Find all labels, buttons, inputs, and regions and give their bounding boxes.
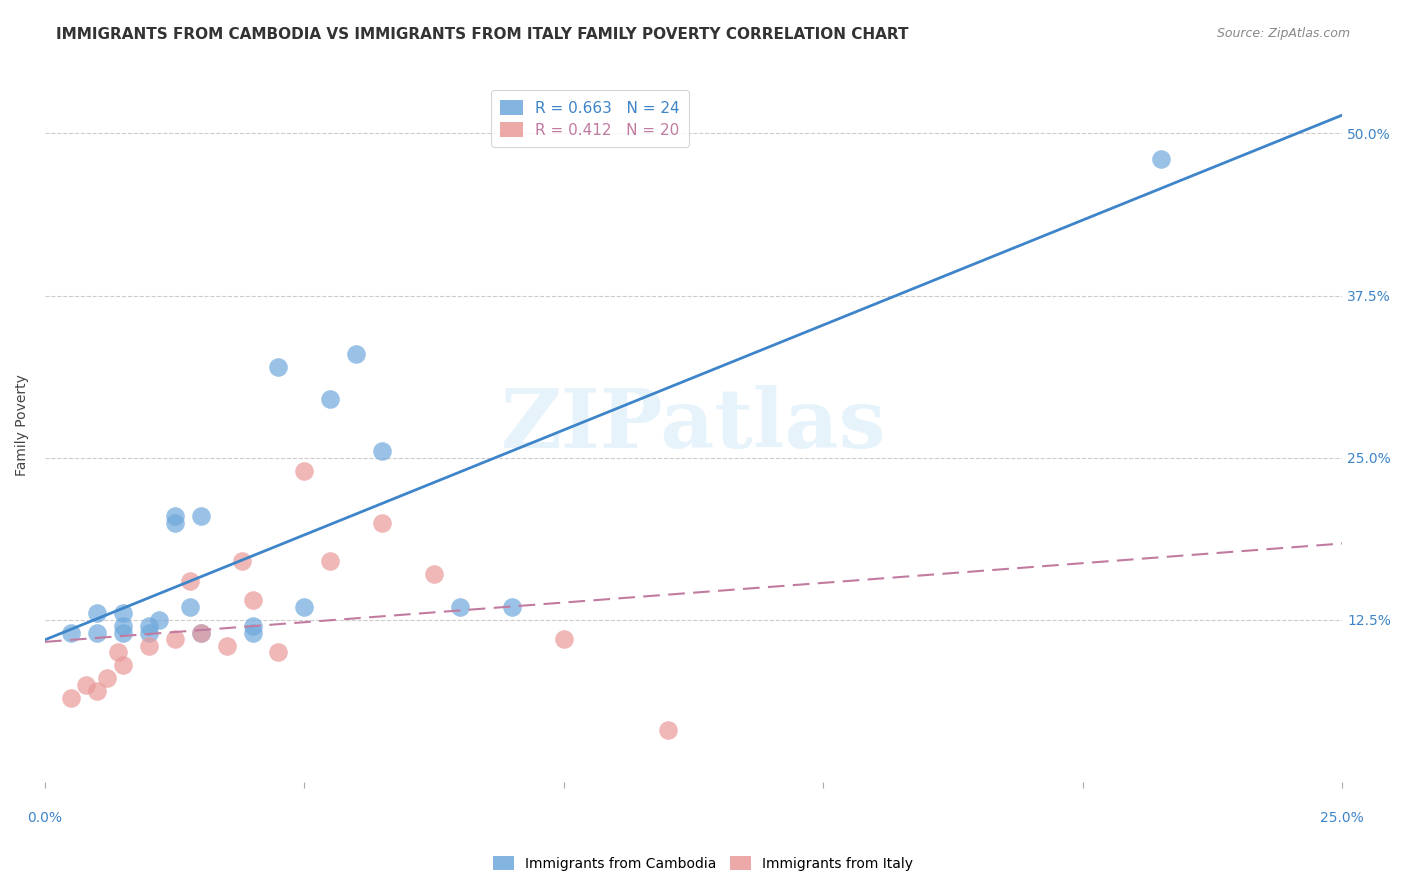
Point xyxy=(190,509,212,524)
Point xyxy=(1149,153,1171,167)
Point xyxy=(148,613,170,627)
Point xyxy=(319,554,342,568)
Point xyxy=(657,723,679,738)
Point xyxy=(111,619,134,633)
Point xyxy=(86,625,108,640)
Point xyxy=(215,639,238,653)
Point xyxy=(501,599,523,614)
Point xyxy=(242,593,264,607)
Point xyxy=(267,359,290,374)
Point xyxy=(163,516,186,530)
Point xyxy=(59,690,82,705)
Point xyxy=(59,625,82,640)
Legend: Immigrants from Cambodia, Immigrants from Italy: Immigrants from Cambodia, Immigrants fro… xyxy=(488,850,918,876)
Point xyxy=(76,678,98,692)
Point xyxy=(267,645,290,659)
Point xyxy=(96,671,118,685)
Point xyxy=(138,619,160,633)
Point xyxy=(163,632,186,647)
Text: Source: ZipAtlas.com: Source: ZipAtlas.com xyxy=(1216,27,1350,40)
Point xyxy=(86,684,108,698)
Point xyxy=(294,599,316,614)
Text: IMMIGRANTS FROM CAMBODIA VS IMMIGRANTS FROM ITALY FAMILY POVERTY CORRELATION CHA: IMMIGRANTS FROM CAMBODIA VS IMMIGRANTS F… xyxy=(56,27,908,42)
Point xyxy=(242,619,264,633)
Point xyxy=(294,464,316,478)
Point xyxy=(319,392,342,407)
Point xyxy=(423,567,446,582)
Point xyxy=(86,607,108,621)
Point xyxy=(190,625,212,640)
Point xyxy=(231,554,253,568)
Point xyxy=(371,516,394,530)
Point xyxy=(371,444,394,458)
Point xyxy=(344,347,367,361)
Point xyxy=(242,625,264,640)
Y-axis label: Family Poverty: Family Poverty xyxy=(15,375,30,476)
Point xyxy=(111,625,134,640)
Text: 0.0%: 0.0% xyxy=(28,811,62,824)
Text: ZIPatlas: ZIPatlas xyxy=(501,385,886,466)
Point xyxy=(138,625,160,640)
Point xyxy=(111,607,134,621)
Point xyxy=(179,599,201,614)
Text: 25.0%: 25.0% xyxy=(1320,811,1364,824)
Point xyxy=(111,658,134,673)
Point xyxy=(553,632,575,647)
Point xyxy=(190,625,212,640)
Point xyxy=(138,639,160,653)
Legend: R = 0.663   N = 24, R = 0.412   N = 20: R = 0.663 N = 24, R = 0.412 N = 20 xyxy=(491,90,689,147)
Point xyxy=(107,645,129,659)
Point xyxy=(179,574,201,588)
Point xyxy=(449,599,471,614)
Point xyxy=(163,509,186,524)
